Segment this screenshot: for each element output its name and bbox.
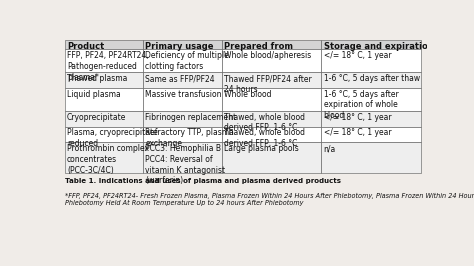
Text: FFP, PF24, PF24RT24,
Pathogen-reduced
plasma*: FFP, PF24, PF24RT24, Pathogen-reduced pl… (67, 51, 148, 82)
Bar (65, 142, 143, 173)
Text: Plasma, cryoprecipitate
reduced: Plasma, cryoprecipitate reduced (67, 128, 158, 148)
Bar (221, 72, 321, 88)
Text: Deficiency of multiple
clotting factors: Deficiency of multiple clotting factors (146, 51, 229, 71)
Bar (221, 88, 321, 111)
Text: 1-6 °C, 5 days after thaw: 1-6 °C, 5 days after thaw (324, 74, 419, 83)
Text: *FFP, PF24, PF24RT24- Fresh Frozen Plasma, Plasma Frozen Within 24 Hours After P: *FFP, PF24, PF24RT24- Fresh Frozen Plasm… (65, 193, 474, 206)
Text: Fibrinogen replacement: Fibrinogen replacement (146, 113, 237, 122)
Text: Thawed FFP/PF24 after
24 hours: Thawed FFP/PF24 after 24 hours (224, 74, 311, 94)
Text: Whole blood/apheresis: Whole blood/apheresis (224, 51, 311, 60)
Bar (321, 49, 421, 72)
Bar (221, 111, 321, 127)
Text: </= 18° C, 1 year: </= 18° C, 1 year (324, 113, 391, 122)
Bar (143, 49, 221, 72)
Bar (143, 40, 221, 49)
Bar (143, 88, 221, 111)
Bar (143, 142, 221, 173)
Bar (65, 72, 143, 88)
Text: Whole blood: Whole blood (224, 90, 271, 99)
Bar (321, 88, 421, 111)
Text: Thawed, whole blood
derived FFP, 1-6 °C: Thawed, whole blood derived FFP, 1-6 °C (224, 128, 305, 148)
Text: n/a: n/a (324, 144, 336, 153)
Bar (65, 127, 143, 142)
Text: Massive transfusion: Massive transfusion (146, 90, 222, 99)
Text: Refractory TTP, plasma
exchange: Refractory TTP, plasma exchange (146, 128, 234, 148)
Text: Storage and expiration: Storage and expiration (324, 42, 433, 51)
Bar (321, 127, 421, 142)
Text: Cryoprecipitate: Cryoprecipitate (67, 113, 127, 122)
Text: Prepared from: Prepared from (224, 42, 293, 51)
Text: PCC3: Hemophilia B
PCC4: Reversal of
vitamin K antagonist
(warfarin): PCC3: Hemophilia B PCC4: Reversal of vit… (146, 144, 226, 185)
Bar (221, 40, 321, 49)
Text: Liquid plasma: Liquid plasma (67, 90, 121, 99)
Text: Same as FFP/PF24: Same as FFP/PF24 (146, 74, 215, 83)
Text: Prothrombin complex
concentrates
(PCC-3C/4C): Prothrombin complex concentrates (PCC-3C… (67, 144, 149, 174)
Text: </= 18° C, 1 year: </= 18° C, 1 year (324, 51, 391, 60)
Bar (65, 49, 143, 72)
Text: Thawed plasma: Thawed plasma (67, 74, 128, 83)
Bar (321, 111, 421, 127)
Bar (65, 88, 143, 111)
Text: Primary usage: Primary usage (146, 42, 214, 51)
Bar (143, 127, 221, 142)
Bar (321, 40, 421, 49)
Text: Product: Product (67, 42, 104, 51)
Bar (221, 127, 321, 142)
Text: Thawed, whole blood
derived FFP, 1-6 °C: Thawed, whole blood derived FFP, 1-6 °C (224, 113, 305, 132)
Text: Table 1. Indications and uses of plasma and plasma derived products: Table 1. Indications and uses of plasma … (65, 178, 341, 184)
Bar (221, 142, 321, 173)
Bar (321, 72, 421, 88)
Text: </= 18° C, 1 year: </= 18° C, 1 year (324, 128, 391, 137)
Bar (143, 111, 221, 127)
Bar (221, 49, 321, 72)
Bar (65, 40, 143, 49)
Bar (143, 72, 221, 88)
Bar (65, 111, 143, 127)
Bar (321, 142, 421, 173)
Text: Large plasma pools: Large plasma pools (224, 144, 299, 153)
Text: 1-6 °C, 5 days after
expiration of whole
blood: 1-6 °C, 5 days after expiration of whole… (324, 90, 398, 120)
